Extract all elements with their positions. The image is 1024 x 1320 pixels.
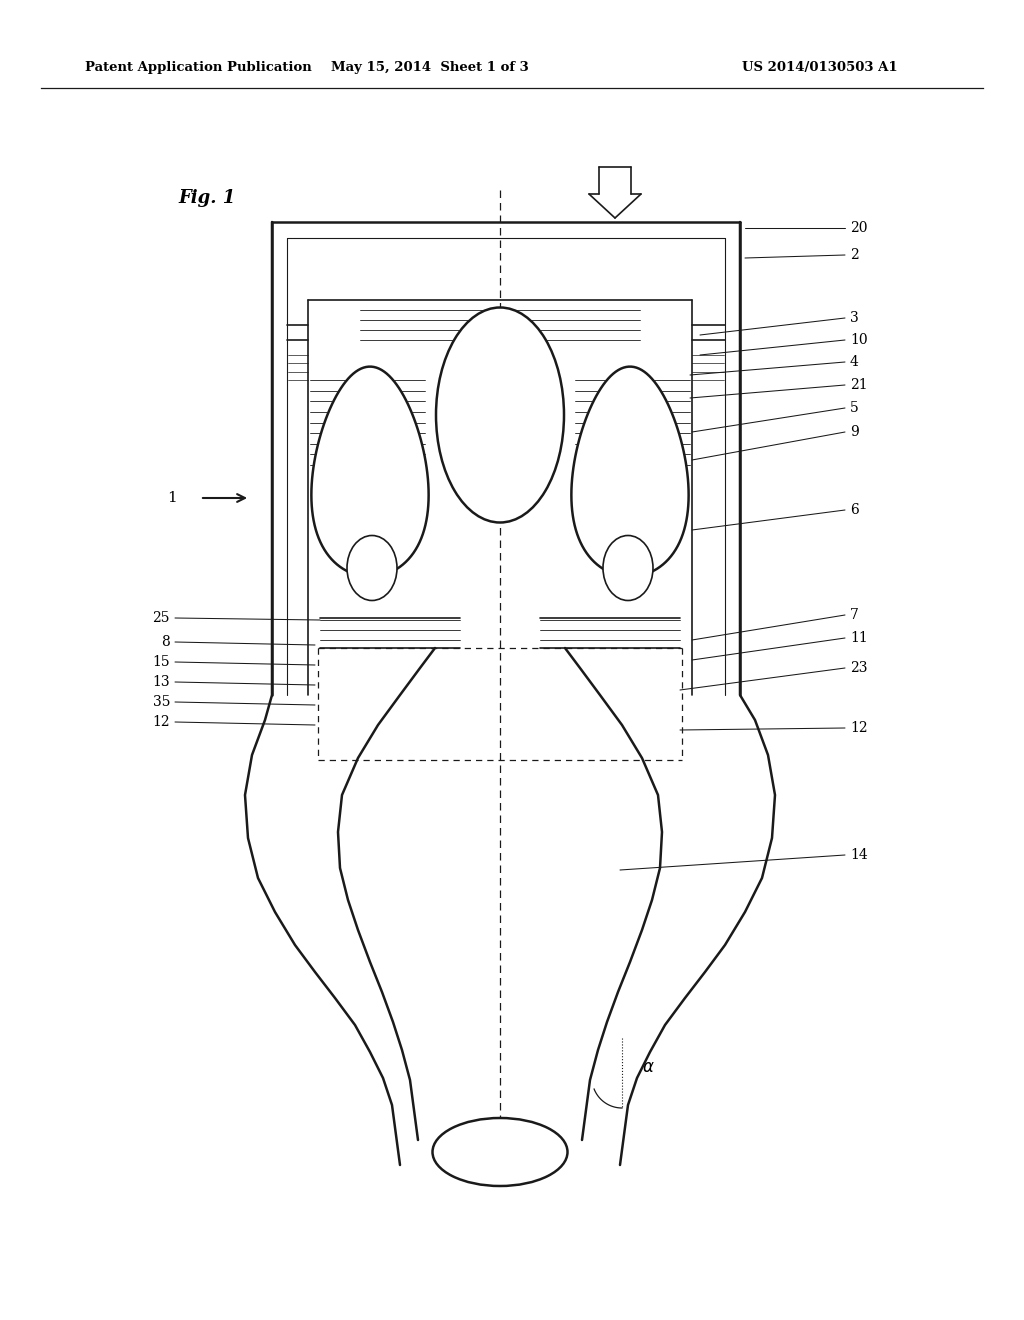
Ellipse shape xyxy=(432,1118,567,1185)
Ellipse shape xyxy=(436,308,564,523)
Text: 12: 12 xyxy=(153,715,170,729)
Polygon shape xyxy=(311,367,429,577)
Text: 21: 21 xyxy=(850,378,867,392)
Text: Fig. 1: Fig. 1 xyxy=(178,189,236,207)
Text: 8: 8 xyxy=(161,635,170,649)
Polygon shape xyxy=(571,367,688,577)
Text: 14: 14 xyxy=(850,847,867,862)
Text: 7: 7 xyxy=(850,609,859,622)
Text: 35: 35 xyxy=(153,696,170,709)
Text: 23: 23 xyxy=(850,661,867,675)
Text: 6: 6 xyxy=(850,503,859,517)
Text: 1: 1 xyxy=(167,491,177,506)
Text: 12: 12 xyxy=(850,721,867,735)
Text: Patent Application Publication: Patent Application Publication xyxy=(85,62,311,74)
Text: 9: 9 xyxy=(850,425,859,440)
Text: 3: 3 xyxy=(850,312,859,325)
Text: 15: 15 xyxy=(153,655,170,669)
Text: 2: 2 xyxy=(850,248,859,261)
Text: May 15, 2014  Sheet 1 of 3: May 15, 2014 Sheet 1 of 3 xyxy=(331,62,528,74)
Text: 25: 25 xyxy=(153,611,170,624)
Text: 20: 20 xyxy=(850,220,867,235)
Text: $\alpha$: $\alpha$ xyxy=(642,1060,654,1077)
Ellipse shape xyxy=(347,536,397,601)
Text: 11: 11 xyxy=(850,631,867,645)
Text: US 2014/0130503 A1: US 2014/0130503 A1 xyxy=(742,62,898,74)
Text: 5: 5 xyxy=(850,401,859,414)
Text: 4: 4 xyxy=(850,355,859,370)
Ellipse shape xyxy=(603,536,653,601)
Text: 13: 13 xyxy=(153,675,170,689)
Text: 10: 10 xyxy=(850,333,867,347)
